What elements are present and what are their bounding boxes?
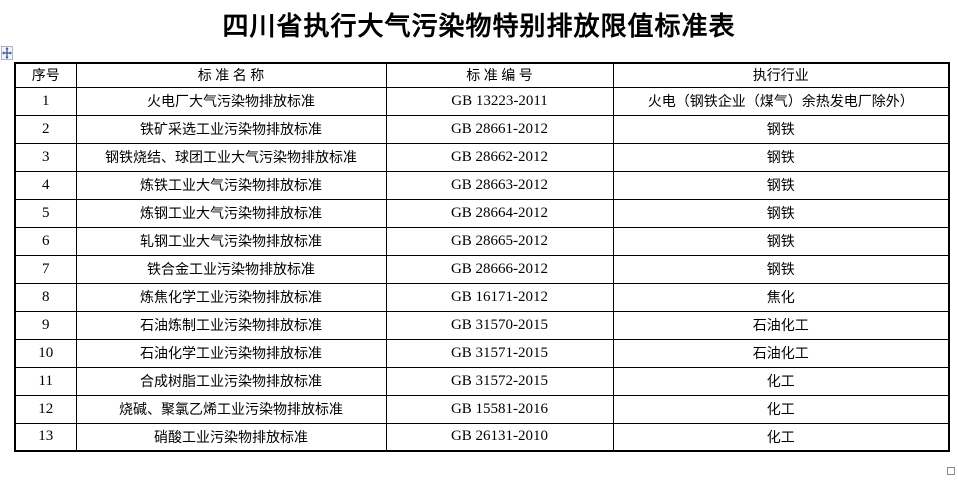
- code-cell: GB 31571-2015: [385, 338, 614, 368]
- industry-cell: 钢铁: [612, 198, 950, 228]
- code-cell: GB 16171-2012: [385, 282, 614, 312]
- code-cell: GB 28663-2012: [385, 170, 614, 200]
- code-cell: GB 28666-2012: [385, 254, 614, 284]
- index-cell: 13: [14, 422, 77, 452]
- index-cell: 4: [14, 170, 77, 200]
- table-row: 3 钢铁烧结、球团工业大气污染物排放标准 GB 28662-2012 钢铁: [14, 142, 950, 172]
- name-cell: 硝酸工业污染物排放标准: [75, 422, 387, 452]
- standards-table: 序号 标 准 名 称 标 准 编 号 执行行业 1 火电厂大气污染物排放标准 GB …: [14, 62, 950, 452]
- table-row: 13 硝酸工业污染物排放标准 GB 26131-2010 化工: [14, 422, 950, 452]
- industry-cell: 钢铁: [612, 114, 950, 144]
- industry-cell: 化工: [612, 422, 950, 452]
- index-cell: 7: [14, 254, 77, 284]
- name-cell: 炼焦化学工业污染物排放标准: [75, 282, 387, 312]
- code-cell: GB 28664-2012: [385, 198, 614, 228]
- table-row: 11 合成树脂工业污染物排放标准 GB 31572-2015 化工: [14, 366, 950, 396]
- index-cell: 9: [14, 310, 77, 340]
- industry-cell: 钢铁: [612, 142, 950, 172]
- name-cell: 烧碱、聚氯乙烯工业污染物排放标准: [75, 394, 387, 424]
- index-cell: 2: [14, 114, 77, 144]
- header-row: 序号 标 准 名 称 标 准 编 号 执行行业: [14, 62, 950, 88]
- table-row: 4 炼铁工业大气污染物排放标准 GB 28663-2012 钢铁: [14, 170, 950, 200]
- industry-cell: 焦化: [612, 282, 950, 312]
- name-cell: 铁矿采选工业污染物排放标准: [75, 114, 387, 144]
- name-cell: 轧钢工业大气污染物排放标准: [75, 226, 387, 256]
- industry-cell: 石油化工: [612, 310, 950, 340]
- industry-cell: 石油化工: [612, 338, 950, 368]
- industry-cell: 钢铁: [612, 170, 950, 200]
- table-row: 12 烧碱、聚氯乙烯工业污染物排放标准 GB 15581-2016 化工: [14, 394, 950, 424]
- industry-cell: 钢铁: [612, 226, 950, 256]
- table-body: 1 火电厂大气污染物排放标准 GB 13223-2011 火电（钢铁企业（煤气）余热发…: [14, 86, 950, 452]
- index-cell: 11: [14, 366, 77, 396]
- industry-cell: 化工: [612, 366, 950, 396]
- code-cell: GB 26131-2010: [385, 422, 614, 452]
- industry-cell: 钢铁: [612, 254, 950, 284]
- header-index: 序号: [14, 62, 77, 88]
- code-cell: GB 28665-2012: [385, 226, 614, 256]
- index-cell: 12: [14, 394, 77, 424]
- table-row: 1 火电厂大气污染物排放标准 GB 13223-2011 火电（钢铁企业（煤气）余热发…: [14, 86, 950, 116]
- code-cell: GB 15581-2016: [385, 394, 614, 424]
- index-cell: 6: [14, 226, 77, 256]
- name-cell: 铁合金工业污染物排放标准: [75, 254, 387, 284]
- header-name: 标 准 名 称: [75, 62, 387, 88]
- index-cell: 8: [14, 282, 77, 312]
- name-cell: 炼钢工业大气污染物排放标准: [75, 198, 387, 228]
- header-industry: 执行行业: [612, 62, 950, 88]
- name-cell: 火电厂大气污染物排放标准: [75, 86, 387, 116]
- page-title: 四川省执行大气污染物特别排放限值标准表: [222, 11, 736, 41]
- table-row: 10 石油化学工业污染物排放标准 GB 31571-2015 石油化工: [14, 338, 950, 368]
- table-row: 2 铁矿采选工业污染物排放标准 GB 28661-2012 钢铁: [14, 114, 950, 144]
- code-cell: GB 31570-2015: [385, 310, 614, 340]
- table-row: 7 铁合金工业污染物排放标准 GB 28666-2012 钢铁: [14, 254, 950, 284]
- index-cell: 5: [14, 198, 77, 228]
- index-cell: 3: [14, 142, 77, 172]
- table-row: 9 石油炼制工业污染物排放标准 GB 31570-2015 石油化工: [14, 310, 950, 340]
- industry-cell: 化工: [612, 394, 950, 424]
- table-row: 6 轧钢工业大气污染物排放标准 GB 28665-2012 钢铁: [14, 226, 950, 256]
- move-arrows-icon: [2, 47, 12, 59]
- table-move-handle[interactable]: [1, 46, 13, 60]
- name-cell: 钢铁烧结、球团工业大气污染物排放标准: [75, 142, 387, 172]
- header-code: 标 准 编 号: [385, 62, 614, 88]
- name-cell: 合成树脂工业污染物排放标准: [75, 366, 387, 396]
- code-cell: GB 31572-2015: [385, 366, 614, 396]
- name-cell: 炼铁工业大气污染物排放标准: [75, 170, 387, 200]
- index-cell: 1: [14, 86, 77, 116]
- index-cell: 10: [14, 338, 77, 368]
- code-cell: GB 13223-2011: [385, 86, 614, 116]
- code-cell: GB 28661-2012: [385, 114, 614, 144]
- table-row: 8 炼焦化学工业污染物排放标准 GB 16171-2012 焦化: [14, 282, 950, 312]
- table-resize-handle[interactable]: [947, 467, 955, 475]
- code-cell: GB 28662-2012: [385, 142, 614, 172]
- name-cell: 石油化学工业污染物排放标准: [75, 338, 387, 368]
- industry-cell: 火电（钢铁企业（煤气）余热发电厂除外）: [612, 86, 950, 116]
- name-cell: 石油炼制工业污染物排放标准: [75, 310, 387, 340]
- table-row: 5 炼钢工业大气污染物排放标准 GB 28664-2012 钢铁: [14, 198, 950, 228]
